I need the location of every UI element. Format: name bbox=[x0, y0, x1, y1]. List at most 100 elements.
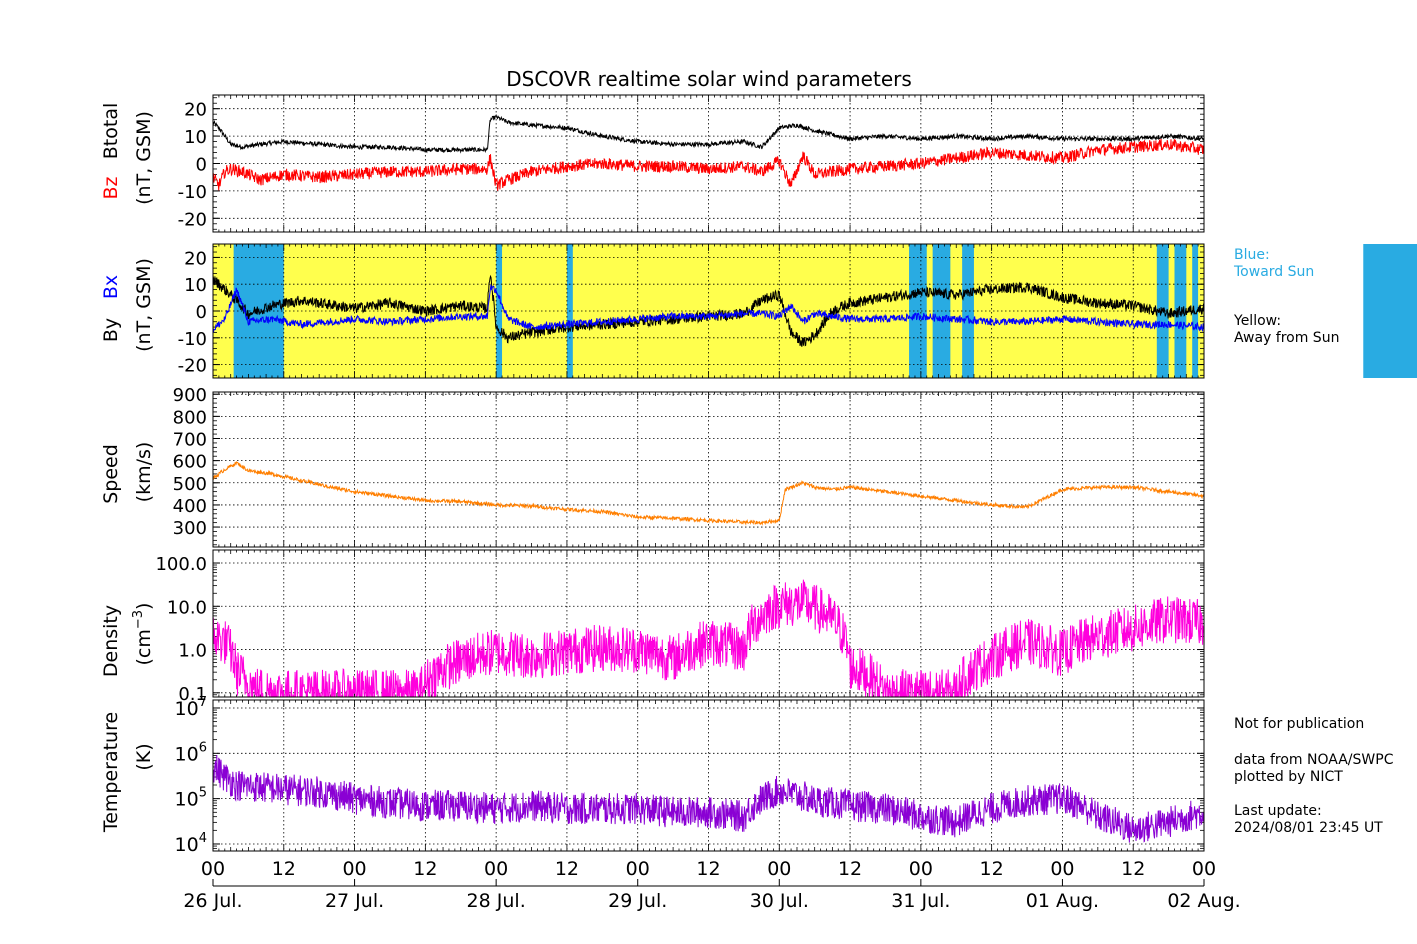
y-tick-label: -10 bbox=[178, 182, 207, 203]
temperature-axis-label: Temperature bbox=[100, 712, 122, 833]
x-date-label: 01 Aug. bbox=[1026, 890, 1099, 912]
y-tick-exponent: 5 bbox=[199, 786, 207, 801]
y-tick-base: 10 bbox=[175, 743, 199, 765]
y-tick-label: 104 bbox=[175, 831, 207, 856]
x-hour-label: 12 bbox=[838, 858, 862, 880]
panel-frame bbox=[212, 94, 1205, 233]
y-tick-label: 0 bbox=[196, 155, 207, 176]
y-tick-exponent: 4 bbox=[199, 831, 207, 846]
plot-area: -20 -10 0 10 20 -20 -10 0 10 20 300400500600700800… bbox=[155, 94, 1417, 856]
y-tick-label: 800 bbox=[173, 407, 207, 428]
panel-density: 100.0 10.0 1.0 0.1 bbox=[155, 549, 1205, 705]
panel-frame bbox=[212, 549, 1205, 698]
x-date-label: 30 Jul. bbox=[750, 890, 809, 912]
x-hour-label: 00 bbox=[342, 858, 366, 880]
y-tick-label: 105 bbox=[175, 786, 207, 811]
panel-frame bbox=[212, 243, 1205, 379]
speed-panel-labels: Speed (km/s) bbox=[100, 442, 155, 504]
series-temperature-line bbox=[213, 754, 1204, 843]
btotal-axis-label: Btotal bbox=[100, 103, 122, 159]
x-hour-label: 00 bbox=[1050, 858, 1074, 880]
x-date-label: 02 Aug. bbox=[1167, 890, 1240, 912]
by-axis-label: By bbox=[100, 318, 122, 342]
y-tick-label: 0 bbox=[196, 302, 207, 323]
toward-sector-band bbox=[496, 244, 503, 378]
x-date-label: 29 Jul. bbox=[608, 890, 667, 912]
temperature-panel-labels: Temperature (K) bbox=[100, 712, 155, 833]
legend-yellow-title: Yellow: bbox=[1234, 313, 1282, 329]
not-for-publication-note: Not for publication bbox=[1234, 716, 1365, 732]
y-tick-label: 500 bbox=[173, 474, 207, 495]
y-tick-label: 10 bbox=[184, 127, 207, 148]
bxy-unit-label: (nT, GSM) bbox=[133, 258, 155, 352]
temperature-unit-label: (K) bbox=[133, 743, 155, 770]
y-tick-label: 900 bbox=[173, 385, 207, 406]
y-tick-label: 600 bbox=[173, 452, 207, 473]
x-hour-label: 00 bbox=[909, 858, 933, 880]
mag-unit-label: (nT, GSM) bbox=[133, 111, 155, 205]
y-tick-label: -20 bbox=[178, 356, 207, 377]
y-tick-label: 400 bbox=[173, 496, 207, 517]
toward-sector-band bbox=[1174, 244, 1187, 378]
data-source-note: data from NOAA/SWPC bbox=[1234, 752, 1394, 768]
series-bx-line bbox=[213, 284, 1204, 333]
y-tick-label: 0.1 bbox=[178, 684, 207, 705]
x-hour-label: 00 bbox=[201, 858, 225, 880]
toward-sector-band bbox=[1192, 244, 1199, 378]
y-tick-label: -20 bbox=[178, 209, 207, 230]
y-tick-label: 300 bbox=[173, 518, 207, 539]
x-hour-label: 12 bbox=[413, 858, 437, 880]
y-tick-label: 20 bbox=[184, 100, 207, 121]
series-by-line bbox=[213, 274, 1204, 347]
last-update-value: 2024/08/01 23:45 UT bbox=[1234, 820, 1383, 836]
plotted-by-note: plotted by NICT bbox=[1234, 769, 1343, 785]
x-hour-label: 12 bbox=[272, 858, 296, 880]
x-hour-label: 00 bbox=[767, 858, 791, 880]
x-date-label: 27 Jul. bbox=[325, 890, 384, 912]
density-unit-label: (cm−3) bbox=[131, 603, 155, 666]
y-tick-label: 700 bbox=[173, 430, 207, 451]
density-panel-labels: Density (cm−3) bbox=[100, 603, 155, 678]
series-speed-line bbox=[213, 461, 1204, 526]
toward-sector-band bbox=[1363, 244, 1417, 378]
y-tick-label: 20 bbox=[184, 248, 207, 269]
y-tick-label: 1.0 bbox=[178, 641, 207, 662]
y-tick-label: 106 bbox=[175, 740, 207, 765]
speed-axis-label: Speed bbox=[100, 444, 122, 504]
x-hour-label: 12 bbox=[696, 858, 720, 880]
x-axis: 00 12 00 12 00 12 00 12 00 12 00 12 00 12 00 26 Jul. 27 … bbox=[183, 858, 1240, 912]
series-bz-line bbox=[213, 138, 1204, 191]
density-unit-sup: −3 bbox=[131, 610, 146, 629]
y-tick-exponent: 6 bbox=[199, 740, 207, 755]
bz-axis-label: Bz bbox=[100, 176, 122, 199]
density-unit-post: ) bbox=[133, 603, 155, 610]
chart-title: DSCOVR realtime solar wind parameters bbox=[506, 67, 912, 91]
y-tick-label: 10.0 bbox=[167, 597, 207, 618]
x-hour-label: 00 bbox=[1192, 858, 1216, 880]
speed-unit-label: (km/s) bbox=[133, 442, 155, 503]
y-tick-exponent: 7 bbox=[199, 695, 207, 710]
legend-blue-title: Blue: bbox=[1234, 247, 1270, 263]
series-btotal-line bbox=[213, 114, 1204, 154]
y-tick-label: -10 bbox=[178, 329, 207, 350]
panel-mag: -20 -10 0 10 20 bbox=[178, 94, 1205, 233]
y-tick-label: 107 bbox=[175, 695, 207, 720]
series-density-line bbox=[213, 579, 1204, 697]
x-date-label: 31 Jul. bbox=[891, 890, 950, 912]
x-hour-label: 00 bbox=[626, 858, 650, 880]
panel-frame bbox=[212, 699, 1205, 852]
x-date-label: 28 Jul. bbox=[467, 890, 526, 912]
legend-blue-text: Toward Sun bbox=[1234, 264, 1315, 280]
y-tick-base: 10 bbox=[175, 698, 199, 720]
panel-frame bbox=[212, 391, 1205, 548]
y-tick-base: 10 bbox=[175, 789, 199, 811]
density-unit-pre: (cm bbox=[133, 629, 155, 665]
y-tick-label: 100.0 bbox=[155, 554, 207, 575]
x-hour-label: 12 bbox=[1121, 858, 1145, 880]
legend-yellow-text: Away from Sun bbox=[1234, 330, 1340, 346]
bxy-panel-labels: By Bx (nT, GSM) bbox=[100, 258, 155, 352]
density-axis-label: Density bbox=[100, 605, 122, 677]
